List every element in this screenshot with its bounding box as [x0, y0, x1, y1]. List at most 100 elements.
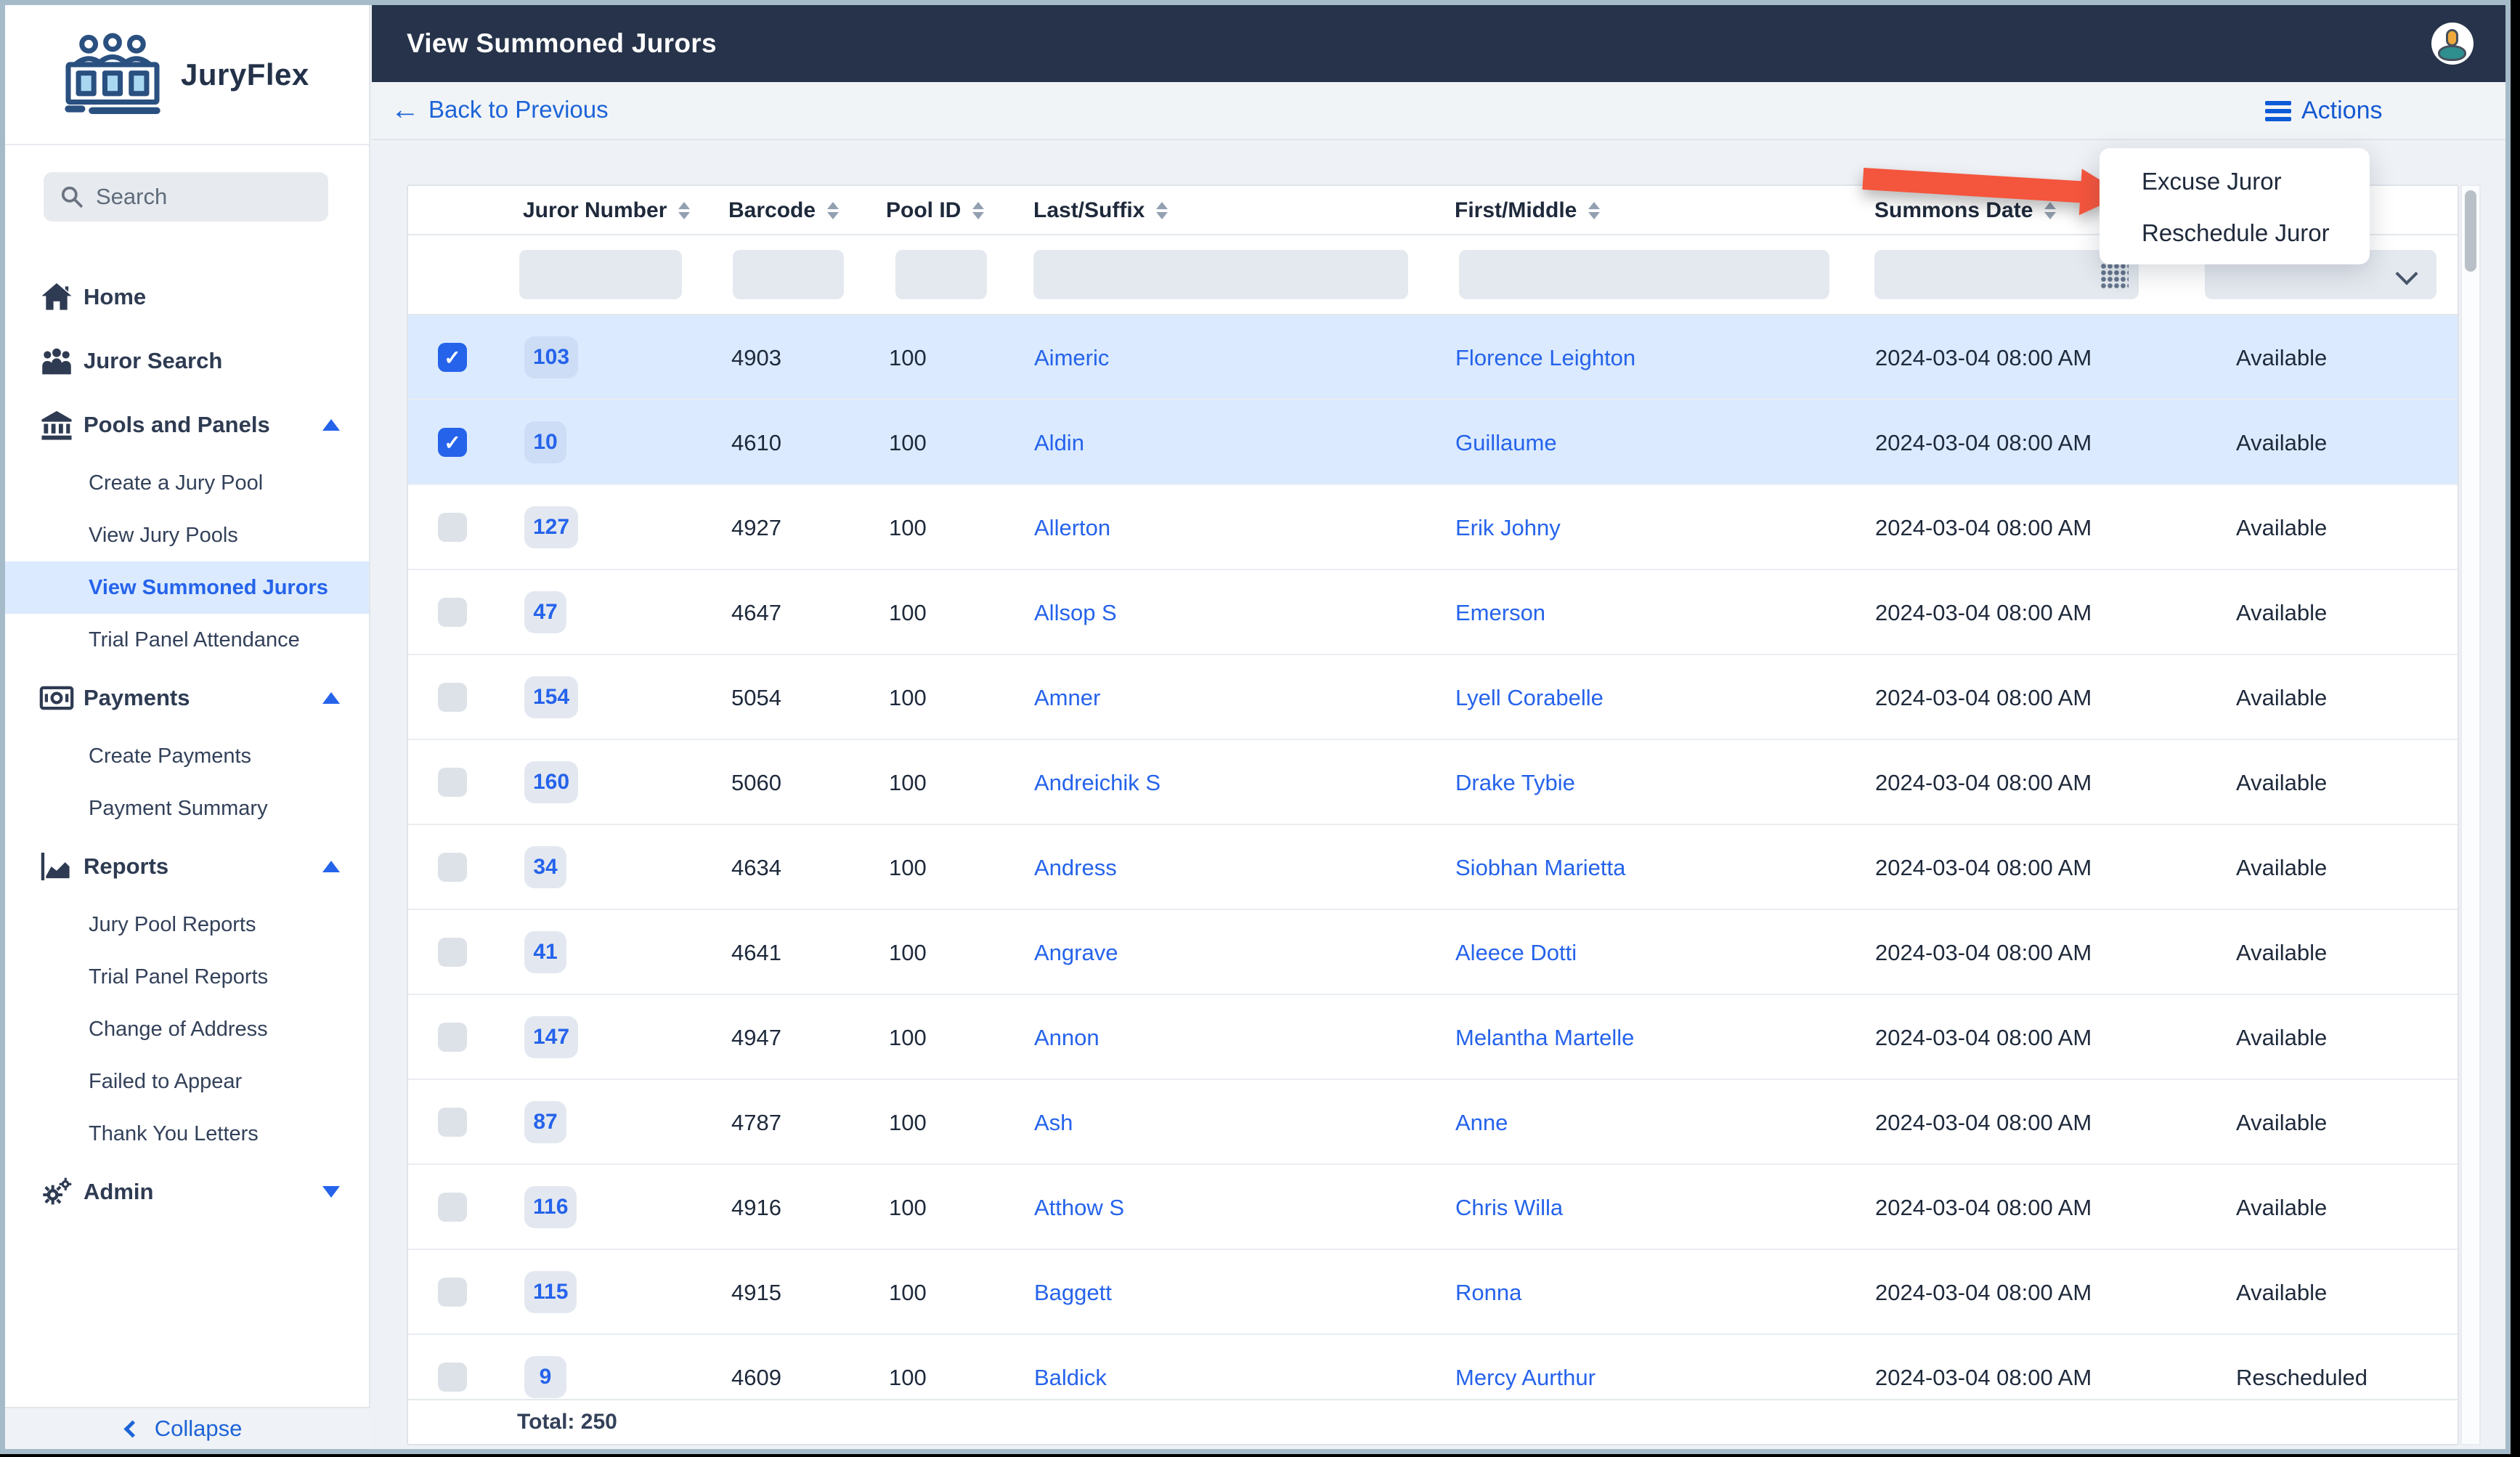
column-header-barcode[interactable]: Barcode	[728, 186, 840, 235]
filter-input-barcode[interactable]	[733, 250, 844, 299]
last-suffix-link[interactable]: Baggett	[1034, 1279, 1112, 1305]
last-suffix-link[interactable]: Ash	[1034, 1109, 1073, 1135]
first-middle-link[interactable]: Siobhan Marietta	[1455, 854, 1626, 880]
juror-number-link[interactable]: 10	[524, 421, 566, 463]
juror-number-link[interactable]: 87	[524, 1101, 566, 1143]
row-checkbox[interactable]	[438, 768, 467, 797]
last-suffix-link[interactable]: Atthow S	[1034, 1194, 1125, 1220]
row-checkbox-checked[interactable]: ✓	[438, 428, 467, 457]
last-suffix-link[interactable]: Andreichik S	[1034, 769, 1161, 795]
menu-item-excuse-juror[interactable]: Excuse Juror	[2142, 167, 2282, 195]
first-middle-link[interactable]: Melantha Martelle	[1455, 1024, 1635, 1050]
row-checkbox[interactable]	[438, 513, 467, 542]
summons-date-value: 2024-03-04 08:00 AM	[1875, 1364, 2092, 1390]
sidebar-item-pools-and-panels[interactable]: Pools and Panels	[5, 393, 369, 457]
juror-number-link[interactable]: 47	[524, 591, 566, 633]
sidebar-item-view-jury-pools[interactable]: View Jury Pools	[89, 523, 238, 547]
last-suffix-link[interactable]: Annon	[1034, 1024, 1100, 1050]
juror-number-link[interactable]: 154	[524, 676, 579, 718]
row-checkbox[interactable]	[438, 1023, 467, 1052]
last-suffix-link[interactable]: Allsop S	[1034, 599, 1117, 625]
scrollbar-thumb[interactable]	[2465, 190, 2476, 272]
last-suffix-link[interactable]: Andress	[1034, 854, 1117, 880]
caret-up-icon	[322, 419, 340, 431]
juror-number-link[interactable]: 115	[524, 1271, 577, 1313]
filter-input-pool_id[interactable]	[895, 250, 987, 299]
first-middle-link[interactable]: Aleece Dotti	[1455, 939, 1577, 965]
first-middle-link[interactable]: Guillaume	[1455, 429, 1557, 455]
juror-number-link[interactable]: 116	[524, 1186, 577, 1228]
first-middle-link[interactable]: Mercy Aurthur	[1455, 1364, 1596, 1390]
last-suffix-link[interactable]: Aldin	[1034, 429, 1084, 455]
first-middle-link[interactable]: Drake Tybie	[1455, 769, 1575, 795]
sidebar-item-jury-pool-reports[interactable]: Jury Pool Reports	[89, 912, 256, 936]
back-to-previous-link[interactable]: ← Back to Previous	[391, 95, 609, 124]
actions-button[interactable]: Actions	[2255, 97, 2383, 125]
first-middle-link[interactable]: Emerson	[1455, 599, 1546, 625]
row-checkbox[interactable]	[438, 853, 467, 882]
sidebar-item-trial-panel-reports[interactable]: Trial Panel Reports	[89, 965, 269, 989]
last-suffix-link[interactable]: Amner	[1034, 684, 1101, 710]
juror-number-link[interactable]: 9	[524, 1356, 566, 1398]
filter-input-summons_date[interactable]	[1874, 250, 2139, 299]
bank-icon	[38, 407, 76, 442]
sort-icon	[1588, 202, 1601, 219]
first-middle-link[interactable]: Chris Willa	[1455, 1194, 1564, 1220]
last-suffix-link[interactable]: Aimeric	[1034, 344, 1110, 370]
user-avatar[interactable]	[2431, 23, 2474, 65]
column-header-first_middle[interactable]: First/Middle	[1455, 186, 1601, 235]
juror-number-link[interactable]: 147	[524, 1016, 579, 1058]
sidebar-item-create-a-jury-pool[interactable]: Create a Jury Pool	[89, 471, 264, 495]
sidebar-item-home[interactable]: Home	[5, 265, 369, 329]
page-title: View Summoned Jurors	[407, 28, 717, 58]
sidebar-item-admin[interactable]: Admin	[5, 1160, 369, 1224]
row-checkbox[interactable]	[438, 1278, 467, 1307]
last-suffix-link[interactable]: Allerton	[1034, 514, 1111, 540]
sidebar-item-failed-to-appear[interactable]: Failed to Appear	[89, 1069, 243, 1093]
search-input[interactable]	[96, 184, 299, 210]
first-middle-link[interactable]: Erik Johny	[1455, 514, 1561, 540]
filter-input-first_middle[interactable]	[1459, 250, 1829, 299]
sidebar-item-create-payments[interactable]: Create Payments	[89, 744, 252, 768]
menu-item-reschedule-juror[interactable]: Reschedule Juror	[2142, 219, 2330, 246]
sidebar-item-reports[interactable]: Reports	[5, 835, 369, 898]
table-scrollbar[interactable]	[2460, 184, 2481, 1445]
sidebar-item-trial-panel-attendance[interactable]: Trial Panel Attendance	[89, 628, 300, 652]
sidebar-item-view-summoned-jurors[interactable]: View Summoned Jurors	[5, 561, 369, 614]
row-checkbox[interactable]	[438, 683, 467, 712]
column-header-last_suffix[interactable]: Last/Suffix	[1033, 186, 1168, 235]
column-header-juror_number[interactable]: Juror Number	[523, 186, 691, 235]
first-middle-link[interactable]: Lyell Corabelle	[1455, 684, 1604, 710]
sidebar-item-thank-you-letters[interactable]: Thank You Letters	[89, 1121, 259, 1145]
column-header-summons_date[interactable]: Summons Date	[1874, 186, 2057, 235]
first-middle-link[interactable]: Florence Leighton	[1455, 344, 1636, 370]
juror-number-link[interactable]: 41	[524, 931, 566, 973]
sidebar-item-payment-summary[interactable]: Payment Summary	[89, 796, 268, 820]
filter-input-juror_number[interactable]	[519, 250, 682, 299]
calendar-icon[interactable]	[2100, 262, 2129, 288]
sidebar-item-change-of-address[interactable]: Change of Address	[89, 1017, 268, 1041]
last-suffix-link[interactable]: Angrave	[1034, 939, 1118, 965]
last-suffix-link[interactable]: Baldick	[1034, 1364, 1107, 1390]
chart-icon	[38, 849, 76, 884]
juror-number-link[interactable]: 103	[524, 336, 579, 378]
juror-number-link[interactable]: 127	[524, 506, 579, 548]
sidebar-item-juror-search[interactable]: Juror Search	[5, 329, 369, 393]
juror-number-link[interactable]: 160	[524, 761, 579, 803]
table-row: 116 4916 100 Atthow S Chris Willa 2024-03-04 …	[408, 1165, 2458, 1250]
row-checkbox[interactable]	[438, 598, 467, 627]
row-checkbox-checked[interactable]: ✓	[438, 343, 467, 372]
sidebar-item-payments[interactable]: Payments	[5, 666, 369, 730]
first-middle-link[interactable]: Anne	[1455, 1109, 1508, 1135]
row-checkbox[interactable]	[438, 938, 467, 967]
juror-number-link[interactable]: 34	[524, 846, 566, 888]
jury-box-logo-icon	[65, 33, 160, 114]
row-checkbox[interactable]	[438, 1108, 467, 1137]
collapse-button[interactable]: Collapse	[5, 1407, 370, 1449]
status-value: Available	[2236, 429, 2328, 455]
row-checkbox[interactable]	[438, 1363, 467, 1392]
first-middle-link[interactable]: Ronna	[1455, 1279, 1522, 1305]
row-checkbox[interactable]	[438, 1193, 467, 1222]
column-header-pool_id[interactable]: Pool ID	[886, 186, 985, 235]
filter-input-last_suffix[interactable]	[1033, 250, 1408, 299]
